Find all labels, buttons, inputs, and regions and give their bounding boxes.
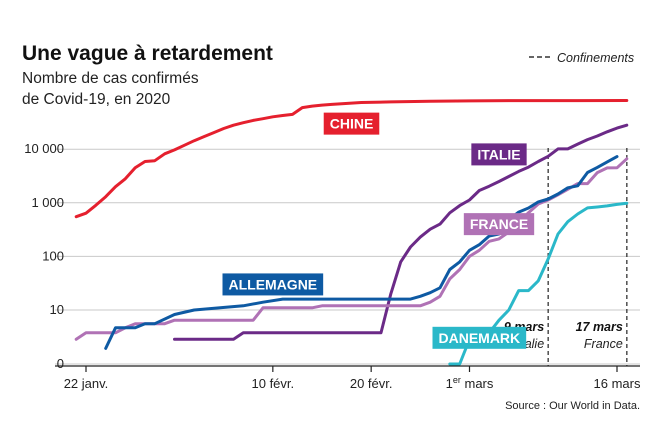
x-tick-label-sup: er: [453, 375, 461, 385]
x-axis: 22 janv. 10 févr. 20 févr. 1er mars 16 mars: [55, 365, 641, 391]
x-tick-label-suffix: mars: [461, 376, 494, 391]
legend: Confinements: [529, 51, 634, 65]
x-tick-label: 16 mars: [594, 376, 641, 391]
x-tick-label: 1er mars: [446, 375, 494, 391]
series-line-allemagne: [104, 155, 619, 350]
series-label-bg: [222, 273, 324, 296]
y-tick-label: 10: [50, 302, 64, 317]
legend-label: Confinements: [557, 51, 634, 65]
series-label-allemagne: ALLEMAGNE: [222, 273, 324, 296]
series-label-text: ALLEMAGNE: [228, 276, 317, 292]
x-tick-label-main: 20 févr.: [350, 376, 393, 391]
series-label-france: FRANCE: [463, 213, 535, 236]
chart-title: Une vague à retardement: [22, 42, 273, 65]
x-tick-label: 20 févr.: [350, 376, 393, 391]
series-line-italie: [173, 123, 629, 341]
series-label-text: DANEMARK: [438, 330, 520, 346]
y-axis: 0 10 100 1 000 10 000: [24, 141, 64, 371]
series-label-bg: [323, 112, 380, 135]
y-tick-label: 0: [57, 356, 64, 371]
chart-subtitle-line-1: Nombre de cas confirmés: [22, 70, 199, 87]
series-label-chine: CHINE: [323, 112, 380, 135]
series-label-text: FRANCE: [470, 216, 528, 232]
source-note: Source : Our World in Data.: [505, 400, 640, 412]
series-labels: CHINE ITALIE FRANCE ALLEMAGNE DANEMARK: [222, 112, 535, 349]
y-tick-label: 1 000: [31, 195, 64, 210]
x-tick-label: 22 janv.: [64, 376, 109, 391]
confinement-country: France: [584, 337, 623, 351]
series-label-italie: ITALIE: [471, 143, 527, 166]
x-tick-label-main: 16 mars: [594, 376, 641, 391]
series-line-france: [74, 157, 629, 341]
series-label-text: ITALIE: [477, 146, 520, 162]
series-label-bg: [471, 143, 527, 166]
x-tick-label-main: 22 janv.: [64, 376, 109, 391]
y-gridlines: [55, 148, 640, 365]
series-lines: [74, 99, 629, 366]
series-label-bg: [432, 326, 527, 349]
chart-subtitle-line-2: de Covid-19, en 2020: [22, 91, 171, 108]
series-label-text: CHINE: [330, 116, 374, 132]
x-tick-label-main: 10 févr.: [252, 376, 295, 391]
y-tick-label: 100: [42, 248, 64, 263]
y-tick-label: 10 000: [24, 141, 64, 156]
series-line-chine: [74, 99, 629, 219]
series-label-bg: [463, 213, 535, 236]
series-label-danemark: DANEMARK: [432, 326, 527, 349]
x-tick-label: 10 févr.: [252, 376, 295, 391]
x-tick-label-main: 1: [446, 376, 453, 391]
confinement-date: 17 mars: [576, 320, 623, 334]
